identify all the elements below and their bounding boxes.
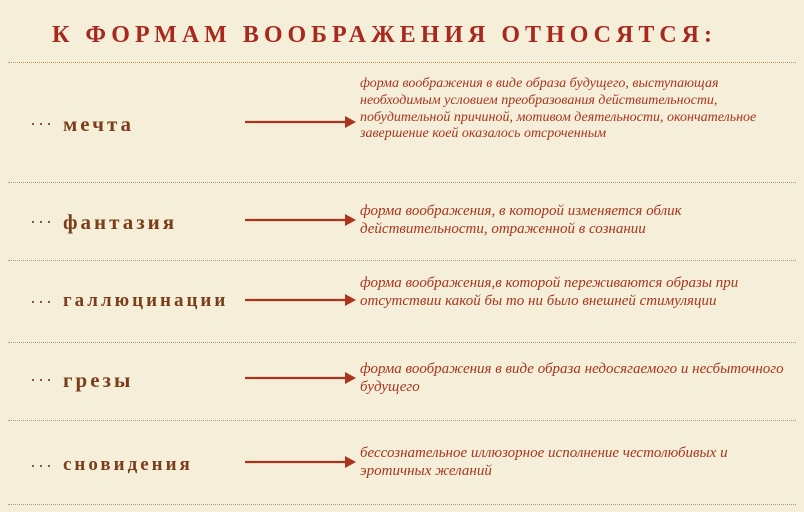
divider — [8, 260, 796, 261]
term-description: форма воображения, в которой изменяется … — [360, 202, 790, 238]
term-label: фантазия — [63, 210, 177, 235]
term-description: форма воображения в виде образа недосяга… — [360, 360, 790, 396]
divider — [8, 504, 796, 505]
term-bullet: ··· — [30, 212, 54, 233]
divider — [8, 342, 796, 343]
term-bullet: ··· — [30, 370, 54, 391]
term-label: мечта — [63, 112, 134, 137]
term-description: бессознательное иллюзорное исполнение че… — [360, 444, 790, 480]
term-description: форма воображения,в которой переживаются… — [360, 274, 790, 310]
term-bullet: ··· — [30, 114, 54, 135]
term-description: форма воображения в виде образа будущего… — [360, 76, 790, 143]
arrow-icon — [245, 455, 357, 469]
divider — [8, 182, 796, 183]
divider — [8, 62, 796, 63]
arrow-icon — [245, 213, 357, 227]
term-label: галлюцинации — [63, 290, 228, 312]
term-label: грезы — [63, 368, 133, 393]
arrow-icon — [245, 115, 357, 129]
arrow-icon — [245, 293, 357, 307]
term-label: сновидения — [63, 454, 193, 476]
page-title: К ФОРМАМ ВООБРАЖЕНИЯ ОТНОСЯТСЯ: — [52, 22, 717, 49]
arrow-icon — [245, 371, 357, 385]
term-bullet: ··· — [30, 292, 54, 313]
term-bullet: ··· — [30, 456, 54, 477]
divider — [8, 420, 796, 421]
